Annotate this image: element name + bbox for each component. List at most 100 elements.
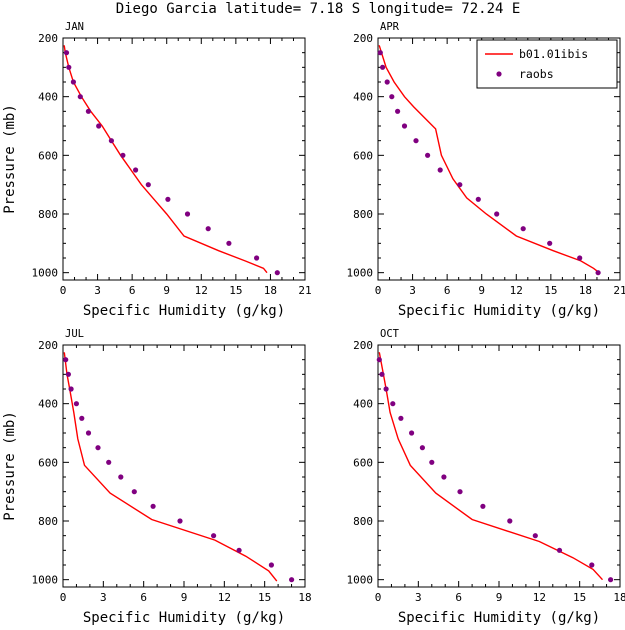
plot-frame [377, 344, 621, 588]
raob-point [95, 445, 101, 451]
raob-point [77, 94, 83, 100]
x-axis-label: Specific Humidity (g/kg) [398, 303, 600, 319]
raob-point [494, 211, 500, 217]
y-tick-label: 1000 [347, 267, 374, 280]
x-axis-label: Specific Humidity (g/kg) [83, 303, 285, 319]
x-tick-label: 18 [298, 591, 311, 604]
legend-obs-label: raobs [519, 67, 554, 81]
raob-point [165, 196, 171, 202]
raob-point [79, 415, 85, 421]
x-tick-label: 18 [264, 284, 277, 297]
y-tick-label: 400 [353, 91, 373, 104]
raob-point [556, 547, 563, 553]
raob-point [85, 430, 92, 436]
panel-jan: JAN 0 3 6 9 12 15 18 21 200 400 600 800 1000 Specific … [2, 21, 312, 319]
raob-point [66, 64, 72, 70]
raob-point [133, 167, 139, 173]
y-tick-label: 800 [38, 208, 58, 221]
x-tick-label: 9 [163, 284, 170, 297]
x-tick-label: 6 [129, 284, 136, 297]
legend-point-swatch [496, 71, 502, 77]
panel-label: APR [380, 21, 400, 33]
raob-point [383, 386, 389, 392]
raob-point [68, 386, 74, 392]
model-profile-line [63, 45, 268, 274]
raob-point [425, 152, 431, 158]
raob-point [384, 79, 390, 85]
raob-point [131, 489, 137, 495]
raob-point [401, 123, 408, 129]
raob-point [268, 562, 274, 568]
x-tick-label: 18 [579, 284, 592, 297]
figure-title: Diego Garcia latitude= 7.18 S longitude=… [116, 1, 521, 17]
x-tick-label: 21 [298, 284, 311, 297]
raob-point [413, 138, 419, 144]
x-tick-label: 18 [613, 591, 625, 604]
x-tick-label: 3 [409, 284, 416, 297]
raob-point [108, 138, 114, 144]
y-tick-label: 800 [353, 515, 373, 528]
x-tick-label: 6 [140, 591, 147, 604]
plot-frame [62, 37, 306, 281]
x-tick-label: 3 [100, 591, 107, 604]
legend-box [476, 39, 618, 89]
raob-point [118, 474, 124, 480]
raob-point [409, 430, 415, 436]
x-tick-label: 3 [94, 284, 101, 297]
x-axis-label: Specific Humidity (g/kg) [398, 610, 600, 626]
y-tick-label: 600 [353, 149, 373, 162]
x-tick-label: 12 [195, 284, 208, 297]
raob-point [379, 371, 385, 377]
raob-point [376, 357, 382, 363]
y-tick-label: 800 [353, 208, 373, 221]
raob-point [547, 240, 553, 246]
x-tick-label: 15 [573, 591, 586, 604]
raob-point [96, 123, 102, 129]
model-profile-line [378, 352, 604, 581]
x-tick-label: 12 [510, 284, 523, 297]
raob-point [390, 401, 396, 407]
plot-frame [62, 344, 306, 588]
panel-apr: APR 0 3 6 9 12 15 18 21 200 400 600 800 1000 Specific … [347, 21, 625, 319]
raob-point [106, 459, 112, 465]
raob-point [120, 152, 126, 158]
raob-point [377, 50, 383, 56]
x-tick-label: 9 [496, 591, 503, 604]
panel-oct: OCT 0 3 6 9 12 15 18 200 400 600 800 1000 Specific Hu… [347, 328, 625, 626]
raob-point [437, 167, 443, 173]
raob-point [226, 240, 232, 246]
y-tick-label: 1000 [347, 574, 374, 587]
y-tick-label: 200 [38, 32, 58, 45]
raob-point [457, 489, 463, 495]
x-axis-label: Specific Humidity (g/kg) [83, 610, 285, 626]
y-tick-label: 200 [353, 32, 373, 45]
raob-point [398, 415, 404, 421]
y-axis-label: Pressure (mb) [2, 411, 18, 521]
panel-label: OCT [380, 328, 400, 340]
raob-point [63, 50, 70, 56]
raob-point [380, 64, 386, 70]
legend-model-label: b01.01ibis [519, 47, 588, 61]
x-tick-label: 15 [544, 284, 557, 297]
y-tick-label: 600 [38, 149, 58, 162]
raob-point [520, 226, 526, 232]
legend: b01.01ibis raobs [476, 39, 618, 89]
x-tick-label: 15 [229, 284, 242, 297]
y-tick-label: 400 [38, 91, 58, 104]
raob-point [211, 533, 217, 539]
y-tick-label: 200 [353, 339, 373, 352]
raob-point [507, 518, 513, 524]
raob-point [475, 196, 481, 202]
y-tick-label: 1000 [32, 267, 59, 280]
x-tick-label: 21 [613, 284, 625, 297]
raob-point [389, 94, 395, 100]
raob-point [480, 503, 486, 509]
panel-jul: JUL 0 3 6 9 12 15 18 200 400 600 800 1000 Specific Hu… [2, 328, 312, 626]
raob-point [532, 533, 538, 539]
panel-label: JUL [65, 328, 84, 340]
raob-point [429, 459, 435, 465]
y-tick-label: 400 [38, 398, 58, 411]
y-tick-label: 800 [38, 515, 58, 528]
y-tick-label: 400 [353, 398, 373, 411]
